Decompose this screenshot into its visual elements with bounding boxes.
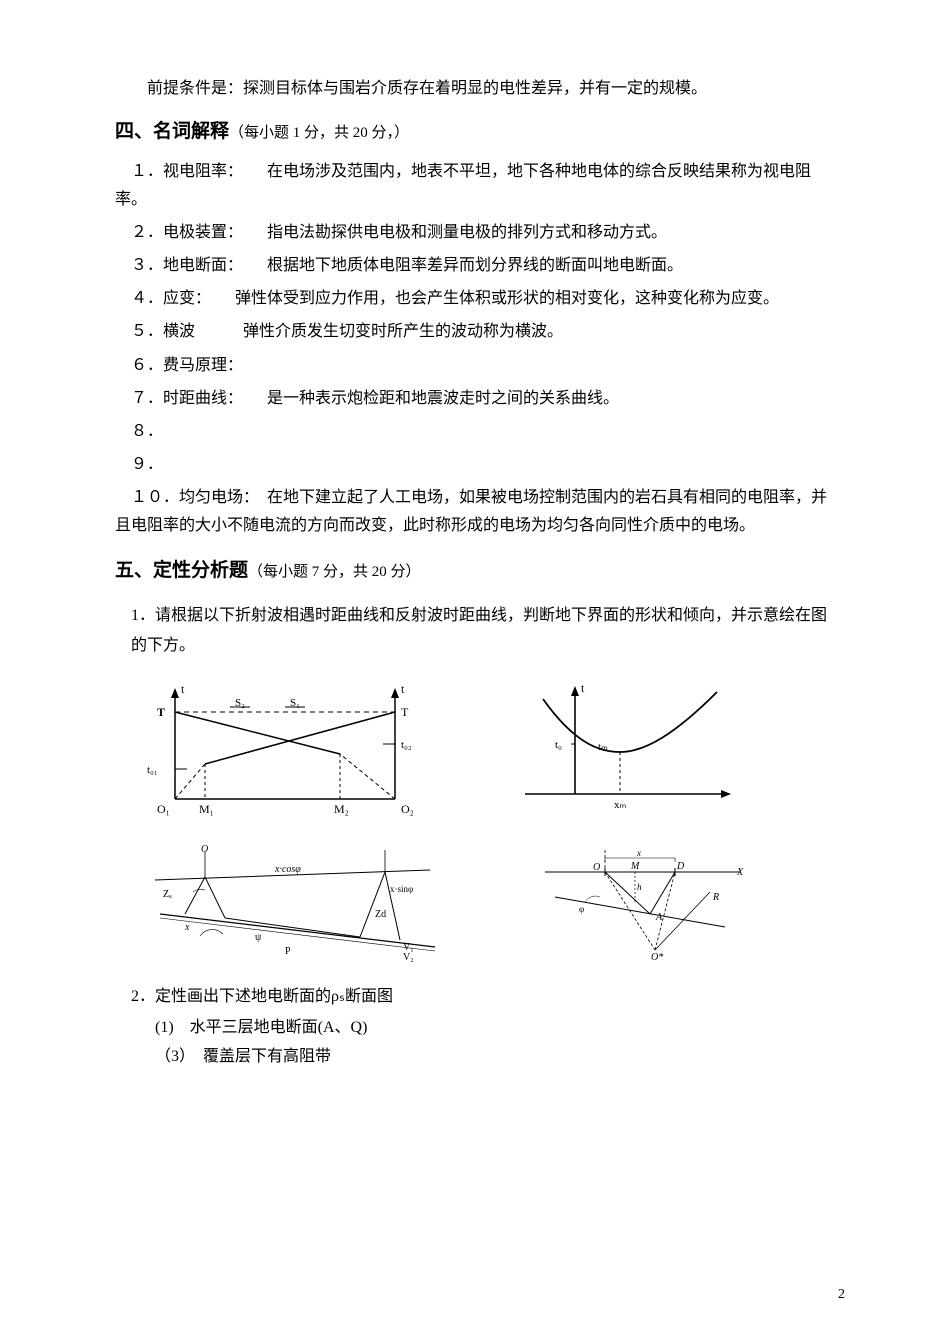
svg-text:R: R <box>712 892 719 903</box>
svg-text:V₂: V₂ <box>403 952 414 962</box>
svg-text:O: O <box>201 844 208 855</box>
svg-text:O*: O* <box>651 952 663 962</box>
definitions-list: １．视电阻率： 在电场涉及范围内，地表不平坦，地下各种地电体的综合反映结果称为视… <box>115 158 835 538</box>
definition-number: ８． <box>131 423 163 440</box>
definition-text: 弹性体受到应力作用，也会产生体积或形状的相对变化，这种变化称为应变。 <box>235 290 779 307</box>
inclined-interface-diagram: OZₐxx·cosφZdψPx·sinφV₁V₂ <box>145 842 445 962</box>
svg-text:t₀₁: t₀₁ <box>147 764 158 776</box>
svg-text:M₁: M₁ <box>199 802 214 816</box>
svg-text:Zₐ: Zₐ <box>163 889 172 900</box>
figure-row-2: OZₐxx·cosφZdψPx·sinφV₁V₂ OMDXRAO*xhφ <box>145 842 835 962</box>
image-source-diagram: O M D X R A O* x h φ <box>535 842 755 962</box>
reflection-curve-diagram: t t₀ tₘ xₘ <box>505 674 745 824</box>
svg-text:ψ: ψ <box>255 932 262 943</box>
svg-text:x: x <box>636 848 641 858</box>
svg-text:M₂: M₂ <box>334 802 349 816</box>
definition-item: ９． <box>115 451 835 478</box>
svg-text:D: D <box>676 861 685 872</box>
definition-term: 地电断面： <box>163 257 235 274</box>
svg-text:t₀₂: t₀₂ <box>401 739 412 751</box>
svg-text:φ: φ <box>579 904 584 914</box>
definition-text: 根据地下地质体电阻率差异而划分界线的断面叫地电断面。 <box>267 257 683 274</box>
section5-subtitle: （每小题 7 分，共 20 分） <box>248 564 421 580</box>
svg-text:P: P <box>285 946 291 957</box>
definition-number: ９． <box>131 456 163 473</box>
definition-number: １０． <box>131 489 179 506</box>
svg-text:O₂: O₂ <box>401 802 414 816</box>
page-number: 2 <box>838 1283 845 1307</box>
definition-item: １０．均匀电场： 在地下建立起了人工电场，如果被电场控制范围内的岩石具有相同的电… <box>115 484 835 538</box>
intro-line: 前提条件是：探测目标体与围岩介质存在着明显的电性差异，并有一定的规模。 <box>115 75 835 102</box>
definition-term: 横波 <box>163 323 195 340</box>
svg-text:O: O <box>593 862 600 873</box>
definition-term: 费马原理： <box>163 357 243 374</box>
definition-item: ４．应变： 弹性体受到应力作用，也会产生体积或形状的相对变化，这种变化称为应变。 <box>115 285 835 312</box>
definition-text: 指电法勘探供电电极和测量电极的排列方式和移动方式。 <box>267 224 667 241</box>
definition-item: １．视电阻率： 在电场涉及范围内，地表不平坦，地下各种地电体的综合反映结果称为视… <box>115 158 835 212</box>
svg-text:x·cosφ: x·cosφ <box>274 864 301 875</box>
svg-text:x: x <box>184 922 190 933</box>
svg-text:M: M <box>630 861 640 872</box>
svg-text:Zd: Zd <box>375 909 386 920</box>
definition-term: 视电阻率： <box>163 163 235 180</box>
definition-number: ３． <box>131 257 163 274</box>
definition-term: 时距曲线： <box>163 390 235 407</box>
definition-item: ５．横波 弹性介质发生切变时所产生的波动称为横波。 <box>115 318 835 345</box>
figure-2: t t₀ tₘ xₘ <box>505 674 745 824</box>
svg-text:A: A <box>655 912 663 923</box>
definition-number: １． <box>131 163 163 180</box>
question-2: 2．定性画出下述地电断面的ρₛ断面图 <box>131 982 835 1012</box>
definition-term: 均匀电场： <box>179 489 251 506</box>
svg-text:xₘ: xₘ <box>614 799 627 811</box>
definition-item: ８． <box>115 418 835 445</box>
definition-number: ７． <box>131 390 163 407</box>
question-2-items: (1) 水平三层地电断面(A、Q)（3） 覆盖层下有高阻带 <box>115 1014 835 1070</box>
figure-4: O M D X R A O* x h φ <box>535 842 755 962</box>
definition-term: 应变： <box>163 290 203 307</box>
section5-heading: 五、定性分析题（每小题 7 分，共 20 分） <box>115 555 835 587</box>
svg-text:x·sinφ: x·sinφ <box>390 884 413 894</box>
svg-text:t: t <box>581 681 585 695</box>
svg-text:T: T <box>157 705 165 719</box>
figure-row-1: ttTTS₁S₂t₀₁t₀₂O₁O₂M₁M₂ tt₀tₘxₘ <box>135 674 835 824</box>
svg-text:t: t <box>401 682 405 696</box>
svg-text:S₂: S₂ <box>235 697 245 709</box>
definition-number: ６． <box>131 357 163 374</box>
svg-text:h: h <box>637 882 642 892</box>
svg-text:tₘ: tₘ <box>598 741 608 753</box>
section4-subtitle: （每小题 1 分，共 20 分，） <box>229 125 409 141</box>
svg-text:t: t <box>181 682 185 696</box>
definition-item: ７．时距曲线： 是一种表示炮检距和地震波走时之间的关系曲线。 <box>115 385 835 412</box>
svg-text:S₁: S₁ <box>290 697 300 709</box>
svg-text:X: X <box>736 867 744 878</box>
definition-number: ４． <box>131 290 163 307</box>
definition-item: ２．电极装置： 指电法勘探供电电极和测量电极的排列方式和移动方式。 <box>115 219 835 246</box>
definition-text: 弹性介质发生切变时所产生的波动称为横波。 <box>243 323 563 340</box>
definition-number: ２． <box>131 224 163 241</box>
question-2-subitem: （3） 覆盖层下有高阻带 <box>155 1043 835 1070</box>
refraction-curves-diagram: ttTTS₁S₂t₀₁t₀₂O₁O₂M₁M₂ <box>135 674 435 824</box>
question-1: 1．请根据以下折射波相遇时距曲线和反射波时距曲线，判断地下界面的形状和倾向，并示… <box>131 601 835 662</box>
svg-text:T: T <box>401 705 409 719</box>
definition-item: ３．地电断面： 根据地下地质体电阻率差异而划分界线的断面叫地电断面。 <box>115 252 835 279</box>
definition-text: 是一种表示炮检距和地震波走时之间的关系曲线。 <box>267 390 619 407</box>
figure-1: ttTTS₁S₂t₀₁t₀₂O₁O₂M₁M₂ <box>135 674 435 824</box>
definition-item: ６．费马原理： <box>115 352 835 379</box>
section4-title: 四、名词解释 <box>115 121 229 142</box>
figure-3: OZₐxx·cosφZdψPx·sinφV₁V₂ <box>145 842 445 962</box>
svg-text:O₁: O₁ <box>157 802 170 816</box>
definition-number: ５． <box>131 323 163 340</box>
definition-term: 电极装置： <box>163 224 235 241</box>
section5-title: 五、定性分析题 <box>115 560 248 581</box>
section4-heading: 四、名词解释（每小题 1 分，共 20 分，） <box>115 116 835 148</box>
question-2-subitem: (1) 水平三层地电断面(A、Q) <box>155 1014 835 1041</box>
svg-text:t₀: t₀ <box>555 739 562 751</box>
